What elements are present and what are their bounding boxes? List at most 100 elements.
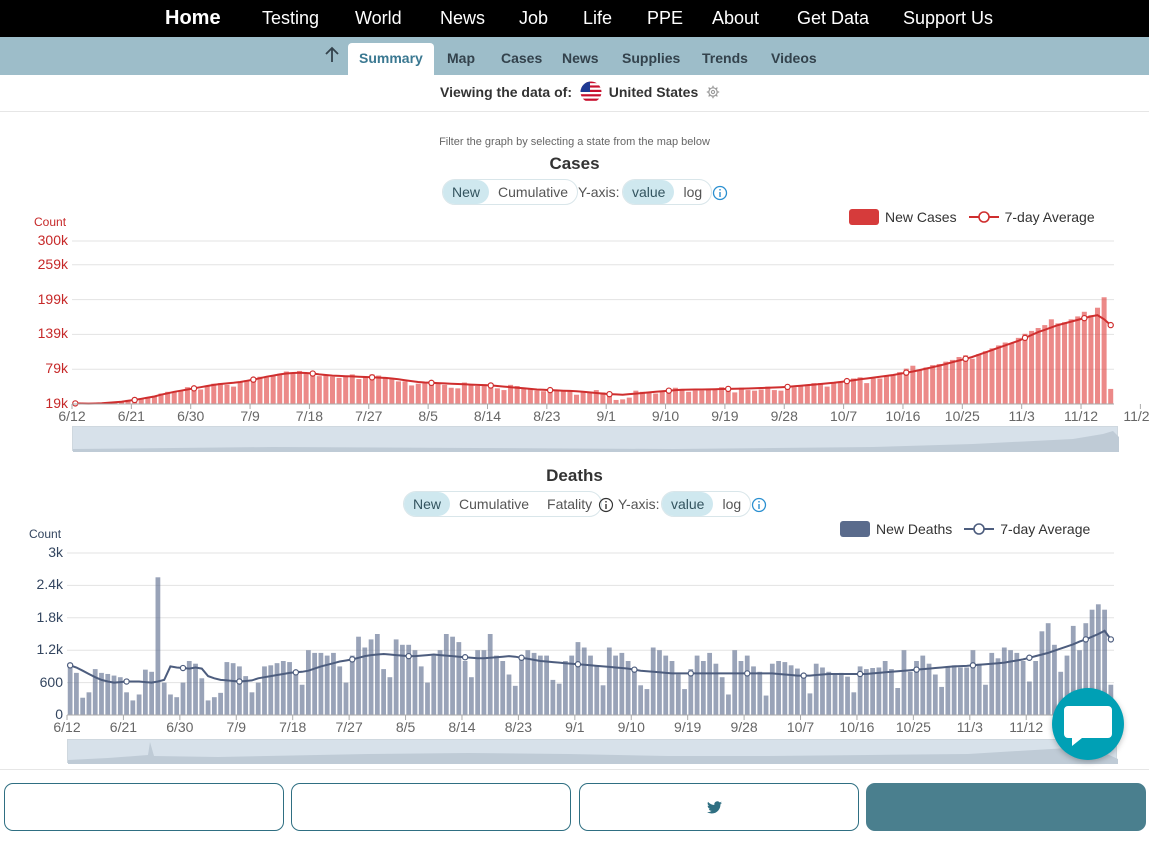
nav-about-link[interactable]: About	[712, 8, 760, 28]
deaths-mode-fatality-option[interactable]: Fatality	[547, 496, 593, 512]
cases-range-slider[interactable]	[72, 426, 1119, 452]
cases-avg-point	[1021, 334, 1029, 342]
nav-home-link[interactable]: Home	[165, 7, 221, 29]
nav-life-link[interactable]: Life	[583, 8, 613, 28]
cases-bar	[415, 383, 421, 404]
deaths-y-tick-label: 1.8k	[36, 608, 63, 625]
viewing-label: Viewing the data of:	[440, 84, 572, 100]
cases-legend-bar-swatch[interactable]	[849, 209, 879, 225]
cases-bar	[217, 383, 223, 404]
cases-x-tick-label: 8/5	[418, 408, 438, 424]
deaths-bar	[92, 669, 98, 715]
nav-testing-link[interactable]: Testing	[262, 8, 320, 28]
tab-trends[interactable]: Trends	[702, 50, 748, 66]
cases-bar	[949, 359, 955, 404]
nav-ppe-link[interactable]: PPE	[647, 8, 684, 28]
deaths-range-slider[interactable]	[67, 739, 1118, 764]
chat-button[interactable]	[1052, 688, 1124, 760]
deaths-bar	[506, 674, 512, 715]
deaths-bar	[983, 684, 988, 715]
nav-job-link[interactable]: Job	[519, 8, 549, 28]
cases-legend-line-label[interactable]: 7-day Average	[1004, 209, 1095, 225]
deaths-bar	[1020, 661, 1026, 715]
deaths-bar	[713, 663, 719, 715]
cases-bar	[930, 365, 936, 404]
cases-scale-toggle: value log	[622, 179, 713, 205]
cases-bar	[903, 368, 909, 404]
cases-bar	[804, 384, 810, 404]
cases-bar	[145, 397, 151, 404]
cases-bar	[395, 381, 401, 404]
cases-bar	[323, 374, 329, 404]
tab-cases[interactable]: Cases	[501, 50, 543, 66]
nav-world-link[interactable]: World	[355, 8, 402, 28]
tab-videos[interactable]: Videos	[771, 50, 817, 66]
cases-avg-point	[1107, 321, 1114, 329]
cases-bar	[916, 370, 922, 404]
deaths-bar	[876, 667, 882, 715]
deaths-bar	[487, 634, 493, 715]
nav-support-us-link[interactable]: Support Us	[903, 8, 994, 28]
cases-bar	[1101, 297, 1107, 404]
cases-bar	[659, 390, 665, 404]
cases-scale-log-option[interactable]: log	[683, 184, 703, 200]
tab-supplies[interactable]: Supplies	[622, 50, 681, 66]
cases-bar	[560, 390, 566, 404]
nav-get-data-link[interactable]: Get Data	[797, 8, 870, 28]
deaths-avg-point	[800, 672, 807, 679]
deaths-mode-cumulative-option[interactable]: Cumulative	[459, 496, 530, 512]
cases-avg-point	[428, 379, 435, 387]
viewing-country[interactable]: United States	[608, 84, 699, 100]
tab-news[interactable]: News	[562, 50, 599, 66]
share-button[interactable]	[4, 783, 284, 831]
cases-avg-point	[487, 382, 494, 389]
cases-legend-bar-label[interactable]: New Cases	[885, 209, 957, 225]
cases-bar	[864, 383, 870, 404]
gear-icon[interactable]	[706, 85, 720, 99]
cases-bar	[653, 393, 659, 404]
deaths-info-icon[interactable]	[751, 497, 767, 513]
cases-legend-line-swatch[interactable]	[968, 209, 999, 225]
follow-us-button[interactable]	[579, 783, 859, 831]
nav-news-link[interactable]: News	[440, 8, 486, 28]
deaths-legend-bar-label[interactable]: New Deaths	[876, 521, 953, 537]
deaths-bar	[964, 667, 970, 715]
cases-scale-value-option[interactable]: value	[623, 180, 675, 204]
deaths-mode-new-option[interactable]: New	[404, 492, 451, 516]
cases-bar	[613, 399, 619, 404]
cases-mode-new-option[interactable]: New	[443, 180, 490, 204]
deaths-scale-log-option[interactable]: log	[722, 496, 742, 512]
cases-x-tick-label: 9/10	[651, 408, 680, 424]
cases-info-icon[interactable]	[712, 185, 728, 201]
tab-map[interactable]: Map	[447, 50, 475, 66]
tab-summary[interactable]: Summary	[348, 43, 434, 75]
deaths-bar	[594, 666, 600, 715]
bookmark-button[interactable]	[291, 783, 571, 831]
deaths-bar	[644, 689, 650, 715]
fatality-info-icon[interactable]	[598, 497, 614, 513]
deaths-bar	[788, 665, 794, 715]
deaths-legend-line-swatch[interactable]	[964, 521, 995, 537]
cases-bar	[1009, 343, 1015, 404]
cases-x-tick-label: 10/16	[885, 408, 921, 424]
cases-bar	[409, 385, 415, 404]
deaths-legend-bar-swatch[interactable]	[840, 521, 870, 537]
cases-bar	[1075, 316, 1081, 404]
deaths-avg-line	[69, 629, 1112, 684]
cases-avg-point	[190, 385, 198, 392]
cases-bar	[455, 388, 461, 404]
deaths-x-tick-label: 9/28	[730, 719, 758, 735]
support-team-button[interactable]	[866, 783, 1146, 831]
deaths-scale-value-option[interactable]: value	[662, 492, 714, 516]
cases-legend: New Cases 7-day Average	[849, 208, 1095, 226]
cases-avg-point	[903, 369, 910, 376]
deaths-bar	[243, 676, 249, 715]
cases-x-tick-label: 9/19	[711, 408, 739, 424]
deaths-y-tick-label: 2.4k	[36, 576, 63, 593]
deaths-bar	[381, 669, 386, 715]
deaths-legend-line-label[interactable]: 7-day Average	[1000, 521, 1091, 537]
deaths-bar	[525, 650, 531, 715]
arrow-up-icon[interactable]	[323, 46, 341, 64]
cases-mode-cumulative-option[interactable]: Cumulative	[498, 184, 569, 200]
deaths-chart-title: Deaths	[546, 466, 603, 485]
